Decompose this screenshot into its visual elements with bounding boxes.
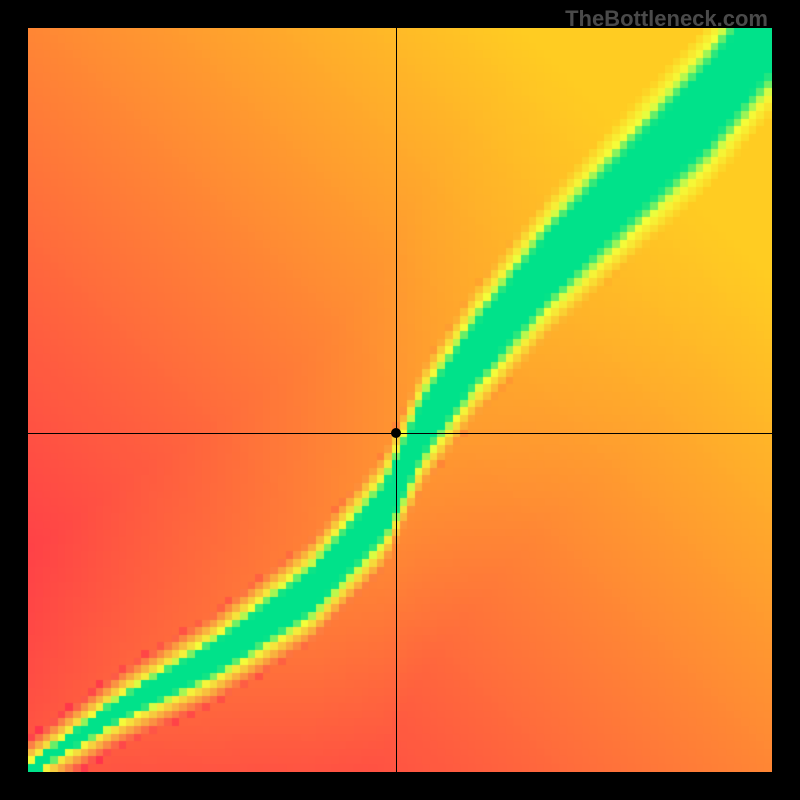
chart-container: TheBottleneck.com [0, 0, 800, 800]
heatmap-canvas [28, 28, 772, 772]
watermark-text: TheBottleneck.com [565, 6, 768, 32]
plot-area [28, 28, 772, 772]
